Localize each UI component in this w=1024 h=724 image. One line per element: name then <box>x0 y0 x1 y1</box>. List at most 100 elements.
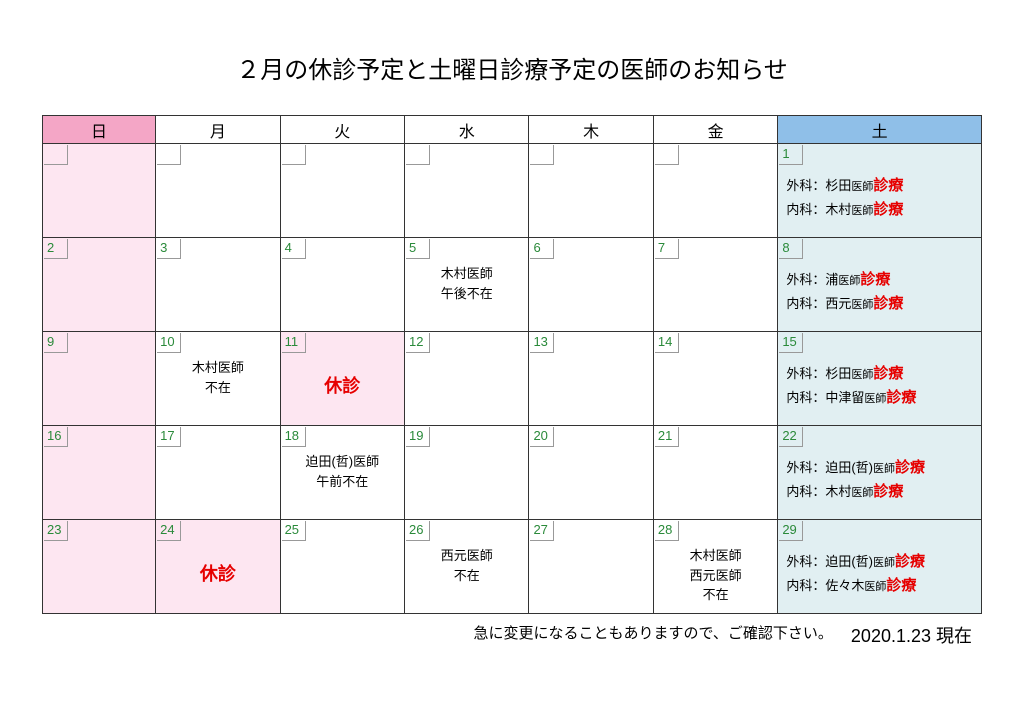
day-number: 13 <box>530 333 554 353</box>
day-number: 9 <box>44 333 68 353</box>
day-number <box>530 145 554 165</box>
saturday-doctors: 外科：杉田医師診療内科：木村医師診療 <box>780 146 979 222</box>
day-number: 22 <box>779 427 803 447</box>
day-number: 11 <box>282 333 306 353</box>
consult-label: 診療 <box>873 201 903 218</box>
day-number: 23 <box>44 521 68 541</box>
doctor-name: 外科：杉田 <box>786 178 851 193</box>
calendar-cell: 12 <box>405 332 529 426</box>
calendar-cell <box>653 144 777 238</box>
doctor-suffix: 医師 <box>838 275 860 287</box>
doctor-suffix: 医師 <box>851 181 873 193</box>
day-number: 25 <box>282 521 306 541</box>
day-number: 29 <box>779 521 803 541</box>
calendar-cell: 23 <box>43 520 156 614</box>
day-number: 19 <box>406 427 430 447</box>
day-number: 24 <box>157 521 181 541</box>
doctor-name: 外科：杉田 <box>786 366 851 381</box>
calendar-cell <box>43 144 156 238</box>
doctor-line: 外科：杉田医師診療 <box>786 362 979 386</box>
doctor-name: 内科：中津留 <box>786 390 864 405</box>
calendar-cell: 5木村医師午後不在 <box>405 238 529 332</box>
doctor-line: 外科：杉田医師診療 <box>786 174 979 198</box>
day-number: 3 <box>157 239 181 259</box>
calendar-cell: 6 <box>529 238 653 332</box>
saturday-doctors: 外科：迫田(哲)医師診療内科：佐々木医師診療 <box>780 522 979 598</box>
calendar-cell: 4 <box>280 238 404 332</box>
day-number: 21 <box>655 427 679 447</box>
consult-label: 診療 <box>895 553 925 570</box>
day-number: 15 <box>779 333 803 353</box>
footer-note: 急に変更になることもありますので、ご確認下さい。 <box>474 622 833 648</box>
consult-label: 診療 <box>873 295 903 312</box>
day-number <box>406 145 430 165</box>
doctor-suffix: 医師 <box>873 463 895 475</box>
doctor-line: 内科：木村医師診療 <box>786 198 979 222</box>
doctor-line: 外科：浦医師診療 <box>786 268 979 292</box>
doctor-suffix: 医師 <box>851 369 873 381</box>
calendar-cell: 26西元医師不在 <box>405 520 529 614</box>
calendar-cell: 20 <box>529 426 653 520</box>
consult-label: 診療 <box>895 459 925 476</box>
doctor-suffix: 医師 <box>851 299 873 311</box>
calendar-cell: 8外科：浦医師診療内科：西元医師診療 <box>778 238 982 332</box>
calendar-cell <box>405 144 529 238</box>
doctor-name: 外科：浦 <box>786 272 838 287</box>
day-number: 1 <box>779 145 803 165</box>
calendar-cell: 15外科：杉田医師診療内科：中津留医師診療 <box>778 332 982 426</box>
weekday-header: 木 <box>529 116 653 144</box>
calendar-cell: 13 <box>529 332 653 426</box>
doctor-name: 内科：佐々木 <box>786 578 864 593</box>
saturday-doctors: 外科：迫田(哲)医師診療内科：木村医師診療 <box>780 428 979 504</box>
day-number: 20 <box>530 427 554 447</box>
doctor-line: 内科：佐々木医師診療 <box>786 574 979 598</box>
day-number: 18 <box>282 427 306 447</box>
consult-label: 診療 <box>873 483 903 500</box>
day-number: 16 <box>44 427 68 447</box>
calendar-cell: 19 <box>405 426 529 520</box>
day-number: 12 <box>406 333 430 353</box>
footer: 急に変更になることもありますので、ご確認下さい。 2020.1.23 現在 <box>42 622 982 648</box>
calendar-cell: 3 <box>156 238 280 332</box>
doctor-name: 内科：木村 <box>786 202 851 217</box>
day-number <box>655 145 679 165</box>
day-number: 14 <box>655 333 679 353</box>
calendar-cell: 10木村医師不在 <box>156 332 280 426</box>
consult-label: 診療 <box>860 271 890 288</box>
calendar-cell: 21 <box>653 426 777 520</box>
day-number: 4 <box>282 239 306 259</box>
doctor-suffix: 医師 <box>864 393 886 405</box>
doctor-suffix: 医師 <box>851 487 873 499</box>
day-number: 5 <box>406 239 430 259</box>
day-number <box>157 145 181 165</box>
consult-label: 診療 <box>886 577 916 594</box>
calendar-cell: 16 <box>43 426 156 520</box>
day-number <box>282 145 306 165</box>
doctor-name: 外科：迫田(哲) <box>786 460 873 475</box>
doctor-suffix: 医師 <box>873 557 895 569</box>
weekday-header: 日 <box>43 116 156 144</box>
doctor-name: 外科：迫田(哲) <box>786 554 873 569</box>
calendar-cell: 25 <box>280 520 404 614</box>
calendar-cell <box>280 144 404 238</box>
saturday-doctors: 外科：杉田医師診療内科：中津留医師診療 <box>780 334 979 410</box>
doctor-suffix: 医師 <box>851 205 873 217</box>
calendar-header: 日月火水木金土 <box>43 116 982 144</box>
saturday-doctors: 外科：浦医師診療内科：西元医師診療 <box>780 240 979 316</box>
calendar-cell: 29外科：迫田(哲)医師診療内科：佐々木医師診療 <box>778 520 982 614</box>
calendar-cell: 28木村医師西元医師不在 <box>653 520 777 614</box>
doctor-line: 内科：中津留医師診療 <box>786 386 979 410</box>
calendar-cell: 11休診 <box>280 332 404 426</box>
doctor-line: 内科：木村医師診療 <box>786 480 979 504</box>
calendar-cell: 7 <box>653 238 777 332</box>
weekday-header: 火 <box>280 116 404 144</box>
calendar-cell: 9 <box>43 332 156 426</box>
weekday-header: 金 <box>653 116 777 144</box>
day-number: 6 <box>530 239 554 259</box>
day-number <box>44 145 68 165</box>
weekday-header: 土 <box>778 116 982 144</box>
calendar-cell: 2 <box>43 238 156 332</box>
day-number: 26 <box>406 521 430 541</box>
doctor-line: 外科：迫田(哲)医師診療 <box>786 456 979 480</box>
day-number: 28 <box>655 521 679 541</box>
